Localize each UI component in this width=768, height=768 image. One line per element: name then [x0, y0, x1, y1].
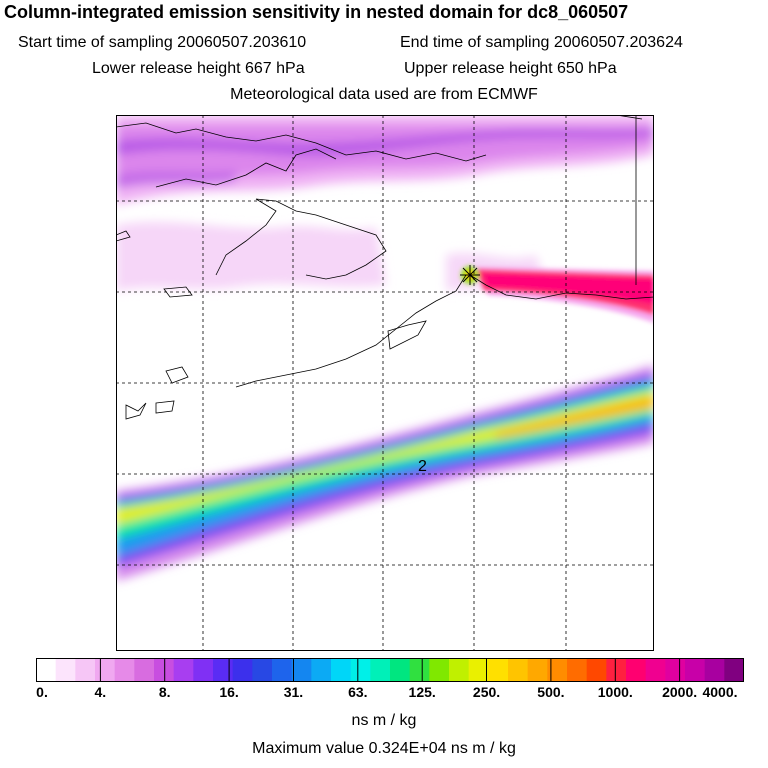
colorbar-cell	[449, 658, 470, 682]
colorbar-cell	[429, 658, 450, 682]
colorbar-cell	[173, 658, 194, 682]
colorbar-cell	[291, 658, 312, 682]
colorbar-cell	[567, 658, 588, 682]
upper-release-label: Upper release height 650 hPa	[404, 60, 617, 77]
colorbar-cell	[704, 658, 725, 682]
colorbar-cell	[626, 658, 647, 682]
colorbar-cell	[55, 658, 76, 682]
colorbar-tick-label: 125.	[408, 684, 436, 700]
coastlines	[116, 115, 654, 420]
colorbar-tick-label: 1000.	[597, 684, 633, 700]
colorbar	[36, 658, 744, 682]
colorbar-cell	[370, 658, 391, 682]
colorbar-cell	[193, 658, 214, 682]
colorbar-cell	[390, 658, 411, 682]
sensitivity-map: 2	[116, 115, 654, 651]
colorbar-cell	[468, 658, 489, 682]
colorbar-cell	[724, 658, 744, 682]
colorbar-cell	[154, 658, 175, 682]
colorbar-tick-label: 250.	[472, 684, 501, 700]
maximum-value-label: Maximum value 0.324E+04 ns m / kg	[252, 740, 516, 757]
colorbar-cell	[547, 658, 568, 682]
colorbar-cell	[36, 658, 57, 682]
colorbar-cell	[252, 658, 273, 682]
start-time-label: Start time of sampling 20060507.203610	[18, 34, 307, 51]
colorbar-cell	[311, 658, 332, 682]
colorbar-cell	[645, 658, 666, 682]
colorbar-tick-label: 4000.	[702, 684, 738, 700]
colorbar-tick-label: 500.	[537, 684, 565, 700]
colorbar-cell	[409, 658, 430, 682]
colorbar-cell	[606, 658, 627, 682]
colorbar-cell	[272, 658, 293, 682]
colorbar-tick-label: 4.	[94, 684, 107, 700]
colorbar-tick-label: 8.	[158, 684, 171, 700]
sensitivity-field	[116, 115, 654, 581]
colorbar-cell	[665, 658, 686, 682]
colorbar-cell	[75, 658, 96, 682]
map-background	[116, 115, 654, 651]
colorbar-border	[36, 658, 744, 682]
colorbar-dividers	[99, 658, 681, 682]
plot-title: Column-integrated emission sensitivity i…	[4, 2, 629, 22]
colorbar-cell	[508, 658, 529, 682]
southern-plume	[116, 365, 654, 581]
colorbar-tick-label: 31.	[283, 684, 304, 700]
colorbar-cell	[331, 658, 352, 682]
colorbar-cell	[213, 658, 234, 682]
colorbar-cell	[350, 658, 371, 682]
colorbar-cell	[232, 658, 253, 682]
colorbar-cell	[95, 658, 116, 682]
colorbar-tick-label: 16.	[219, 684, 239, 700]
colorbar-cell	[488, 658, 509, 682]
map-grid	[116, 115, 654, 651]
colorbar-cell	[114, 658, 135, 682]
map-border	[116, 115, 654, 651]
colorbar-tick-label: 63.	[348, 684, 368, 700]
end-time-label: End time of sampling 20060507.203624	[400, 34, 683, 51]
colorbar-cell	[134, 658, 155, 682]
colorbar-cell	[685, 658, 706, 682]
colorbar-tick-label: 0.	[36, 684, 48, 700]
colorbar-cell	[527, 658, 548, 682]
lower-release-label: Lower release height 667 hPa	[92, 60, 305, 77]
colorbar-cells	[36, 658, 744, 682]
colorbar-tick-label: 2000.	[662, 684, 698, 700]
colorbar-units-label: ns m / kg	[351, 712, 417, 729]
met-data-label: Meteorological data used are from ECMWF	[230, 86, 538, 103]
colorbar-cell	[586, 658, 607, 682]
release-point-marker	[460, 265, 480, 285]
contour-label: 2	[418, 458, 427, 475]
